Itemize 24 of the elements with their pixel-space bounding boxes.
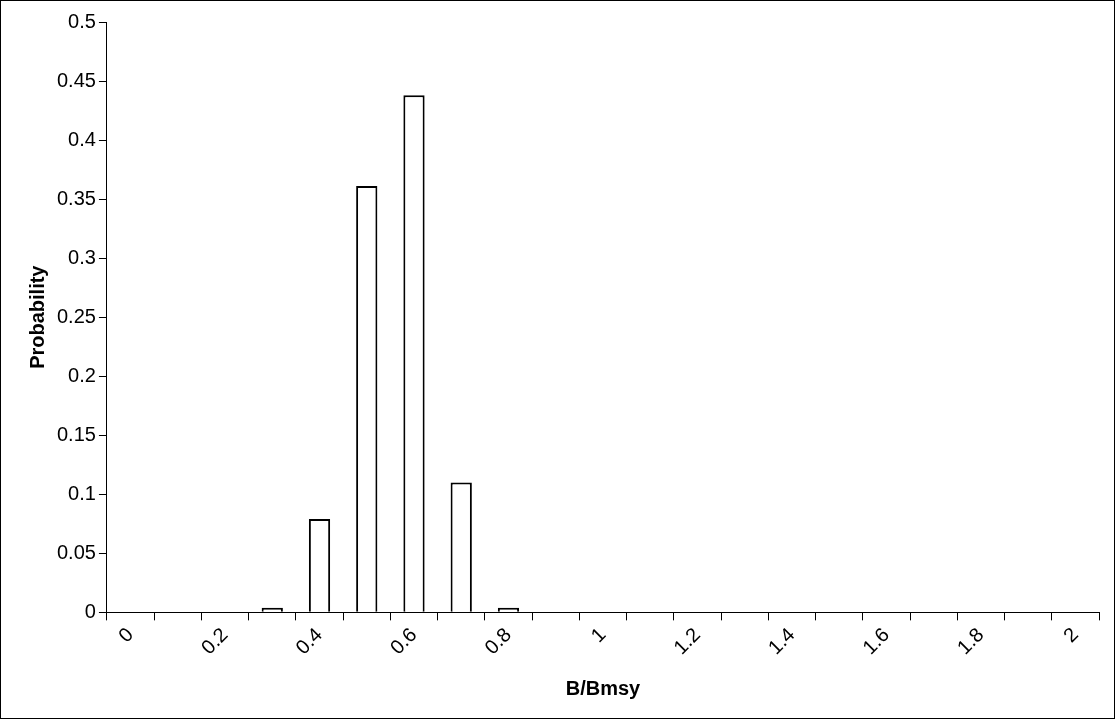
y-tick-label: 0.05: [56, 540, 96, 563]
x-tick-label: 2: [1058, 623, 1083, 647]
x-tick-label: 1.6: [857, 623, 894, 659]
y-tick-label: 0.3: [68, 245, 96, 268]
x-tick-label: 1: [586, 623, 610, 647]
y-tick-label: 0: [84, 599, 96, 622]
x-tick-label: 0.2: [196, 623, 232, 659]
y-tick-label: 0.15: [56, 422, 96, 445]
x-tick-label: 0.8: [479, 623, 516, 659]
y-tick-label: 0.2: [68, 363, 96, 386]
y-tick-label: 0.4: [68, 127, 96, 150]
x-tick-label: 0: [113, 623, 138, 647]
y-tick-label: 0.25: [56, 304, 96, 327]
y-tick-label: 0.35: [56, 186, 96, 209]
y-tick-label: 0.45: [56, 68, 96, 91]
x-tick-label: 0.4: [291, 623, 327, 659]
x-axis-title: B/Bmsy: [565, 676, 642, 699]
y-tick-label: 0.5: [68, 9, 96, 32]
x-tick-label: 1.4: [763, 623, 799, 659]
x-tick-label: 1.2: [668, 623, 705, 659]
y-tick-label: 0.1: [68, 481, 96, 504]
x-tick-label: 0.6: [385, 623, 421, 659]
y-axis-title: Probability: [25, 264, 48, 369]
x-tick-label: 1.8: [952, 623, 988, 659]
